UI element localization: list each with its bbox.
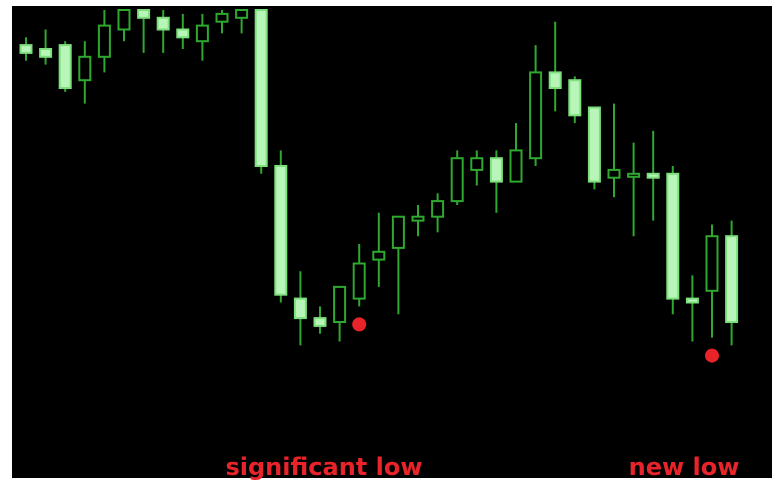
candle (156, 10, 170, 53)
candle-body-bearish (489, 157, 503, 183)
candle-body-bullish (705, 235, 719, 292)
candle-body-bullish (78, 55, 92, 82)
markers-layer (352, 317, 719, 363)
candle-body-bullish (195, 24, 209, 43)
candle (568, 76, 582, 124)
candle (195, 13, 209, 61)
candle (176, 13, 190, 49)
candle-body-bearish (548, 71, 562, 90)
candle-body-bearish (293, 297, 307, 320)
candle-body-bullish (215, 12, 229, 23)
candle (78, 41, 92, 104)
candle-body-bearish (313, 317, 327, 327)
candle-body-bullish (431, 200, 445, 218)
candle-body-bullish (627, 172, 641, 178)
annotation-significant-low: significant low (225, 453, 422, 481)
candle (97, 10, 111, 73)
candle-body-bullish (450, 157, 464, 203)
candle-body-bullish (391, 215, 405, 249)
candle-body-bearish (725, 235, 739, 323)
candle-body-bullish (97, 24, 111, 58)
candle-body-bearish (137, 9, 151, 19)
candle-body-bearish (58, 44, 72, 89)
candle (372, 212, 386, 287)
candle (529, 45, 543, 166)
candle (215, 10, 229, 34)
low-marker-dot (352, 317, 367, 332)
candles-layer (19, 9, 739, 346)
candle (274, 150, 288, 303)
candle (587, 106, 601, 190)
low-marker-dot (705, 348, 719, 363)
candle-body-bullish (117, 9, 131, 31)
candle (333, 285, 347, 342)
candle (431, 193, 445, 233)
candle (19, 37, 33, 61)
candle (254, 9, 268, 174)
candle (352, 244, 366, 307)
candle (548, 21, 562, 112)
candle-body-bearish (646, 172, 660, 179)
candle (39, 29, 53, 65)
candle-body-bullish (470, 157, 484, 171)
candle (725, 220, 739, 346)
candle-body-bearish (274, 165, 288, 296)
candle (685, 275, 699, 342)
candle-body-bearish (176, 28, 190, 39)
candle-body-bullish (352, 262, 366, 300)
candle (58, 41, 72, 92)
candle (450, 150, 464, 205)
annotation-new-low: new low (629, 453, 740, 481)
candle-body-bearish (39, 48, 53, 58)
candle (705, 224, 719, 338)
candle-body-bullish (333, 285, 347, 323)
candle-body-bearish (568, 79, 582, 117)
candle-body-bearish (587, 106, 601, 183)
candle-body-bullish (235, 9, 249, 19)
candle-body-bullish (372, 250, 386, 261)
candle-body-bearish (19, 44, 33, 54)
candle-body-bullish (529, 71, 543, 160)
candle-body-bearish (666, 172, 680, 300)
candle-body-bearish (156, 16, 170, 31)
candle (137, 9, 151, 53)
candle (646, 130, 660, 221)
candle-body-bullish (509, 149, 523, 183)
candle-body-bullish (411, 215, 425, 222)
candle (509, 123, 523, 183)
candle (313, 306, 327, 334)
candle-body-bullish (607, 168, 621, 179)
candle-body-bearish (254, 9, 268, 167)
candle (607, 103, 621, 198)
candle (470, 150, 484, 186)
candle (235, 9, 249, 34)
candle (293, 271, 307, 346)
candle (666, 166, 680, 315)
candle (627, 142, 641, 237)
candle-body-bearish (685, 297, 699, 304)
candle (411, 205, 425, 237)
candle (489, 150, 503, 213)
candle (117, 9, 131, 42)
candle (391, 215, 405, 315)
